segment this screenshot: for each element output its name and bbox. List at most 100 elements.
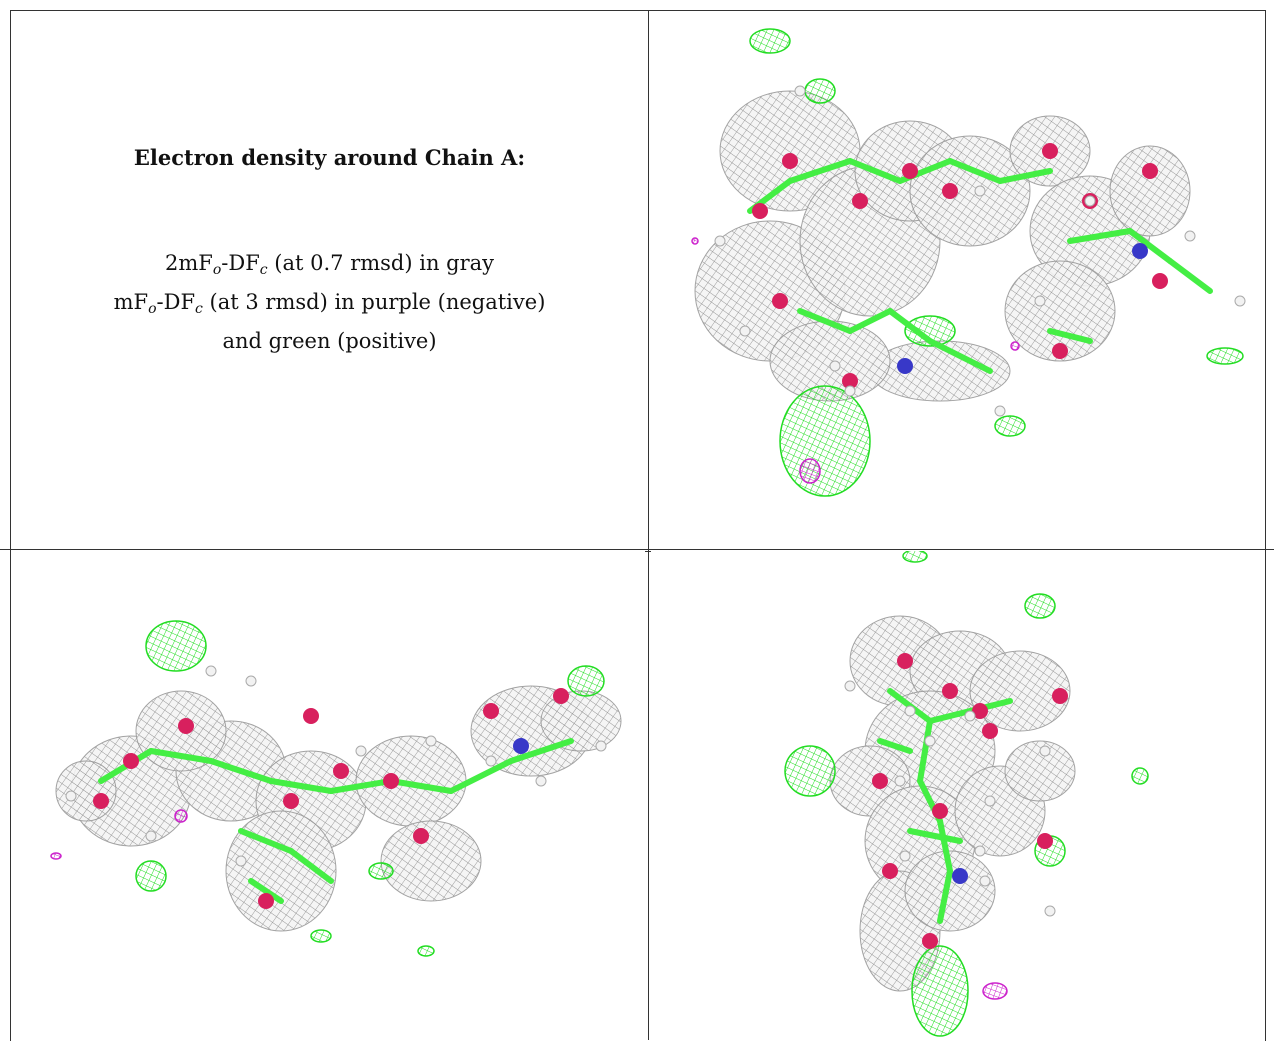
oxygen-atom — [942, 683, 958, 699]
positive-density-mesh — [904, 315, 956, 347]
oxygen-atom — [872, 773, 888, 789]
carbon-bond — [787, 158, 853, 184]
positive-density-mesh — [368, 862, 394, 880]
positive-density-mesh — [567, 665, 605, 697]
hydrogen-atom — [1034, 295, 1046, 307]
gray-density-mesh — [540, 690, 622, 752]
hydrogen-atom — [979, 875, 991, 887]
gray-density-mesh — [1004, 260, 1116, 362]
gray-density-mesh — [355, 735, 467, 827]
carbon-bond — [238, 828, 294, 854]
hydrogen-atom — [1234, 295, 1246, 307]
positive-density-mesh — [784, 745, 836, 797]
positive-density-mesh — [994, 415, 1026, 437]
oxygen-atom — [752, 203, 768, 219]
oxygen-atom — [1042, 143, 1058, 159]
nitrogen-atom — [1132, 243, 1148, 259]
carbon-bond — [1127, 228, 1173, 264]
positive-density-mesh — [1206, 347, 1244, 365]
carbon-bond — [937, 818, 953, 874]
density-view-top-right — [650, 11, 1264, 549]
carbon-bond — [288, 848, 334, 884]
gray-density-mesh — [55, 760, 117, 822]
gray-density-mesh — [969, 650, 1071, 732]
oxygen-atom — [842, 373, 858, 389]
positive-density-mesh — [911, 945, 969, 1037]
negative-density-mesh — [982, 982, 1008, 1000]
hydrogen-atom — [595, 740, 607, 752]
nitrogen-atom — [897, 358, 913, 374]
right-edge-tick — [1264, 549, 1274, 550]
carbon-bond — [847, 158, 903, 184]
gray-density-mesh — [1004, 740, 1076, 802]
negative-density-mesh — [1010, 341, 1020, 351]
left-edge-tick — [0, 549, 10, 550]
molecule-render-bottom-right — [784, 551, 1149, 1037]
oxygen-atom — [972, 703, 988, 719]
hydrogen-atom — [535, 775, 547, 787]
column-divider — [648, 10, 649, 1040]
carbon-bond — [917, 718, 933, 784]
oxygen-atom — [1052, 343, 1068, 359]
gray-density-mesh — [904, 850, 996, 932]
hydrogen-atom — [205, 665, 217, 677]
center-tick — [645, 551, 651, 552]
hydrogen-atom — [894, 775, 906, 787]
caption-line-fo-dfc: mFo-DFc (at 3 rmsd) in purple (negative) — [113, 290, 546, 317]
oxygen-atom — [932, 803, 948, 819]
density-view-bottom-right — [650, 551, 1264, 1040]
oxygen-atom — [413, 828, 429, 844]
molecule-render-top-right — [691, 28, 1246, 497]
oxygen-atom — [1037, 833, 1053, 849]
hydrogen-atom — [974, 845, 986, 857]
carbon-bond — [997, 168, 1053, 184]
oxygen-atom — [902, 163, 918, 179]
carbon-bond — [1067, 228, 1133, 244]
hydrogen-atom — [1184, 230, 1196, 242]
hydrogen-atom — [355, 745, 367, 757]
carbon-bond — [927, 708, 973, 724]
positive-density-mesh — [310, 929, 332, 943]
oxygen-atom — [772, 293, 788, 309]
oxygen-atom — [483, 703, 499, 719]
oxygen-atom — [383, 773, 399, 789]
negative-density-mesh — [691, 237, 699, 245]
carbon-bond — [927, 338, 993, 374]
carbon-bond — [388, 778, 454, 794]
hydrogen-atom — [899, 850, 911, 862]
carbon-bond — [907, 828, 963, 844]
caption-description: 2mFo-DFc (at 0.7 rmsd) in gray mFo-DFc (… — [11, 247, 648, 357]
oxygen-atom — [882, 863, 898, 879]
oxygen-atom — [303, 708, 319, 724]
hydrogen-atom — [844, 385, 856, 397]
hydrogen-atom — [485, 755, 497, 767]
negative-density-mesh — [50, 852, 62, 860]
carbon-bond — [328, 778, 394, 794]
gray-density-mesh — [380, 820, 482, 902]
oxygen-atom — [333, 763, 349, 779]
carbon-bond — [937, 868, 953, 924]
carbon-bond — [508, 738, 574, 764]
oxygen-atom — [178, 718, 194, 734]
caption-line-green: and green (positive) — [222, 329, 437, 353]
nitrogen-atom — [952, 868, 968, 884]
hydrogen-atom — [65, 790, 77, 802]
hydrogen-atom — [235, 855, 247, 867]
hydrogen-atom — [994, 405, 1006, 417]
hydrogen-atom — [984, 795, 996, 807]
positive-density-mesh — [1024, 593, 1056, 619]
hydrogen-atom — [714, 235, 726, 247]
hydrogen-atom — [964, 710, 976, 722]
oxygen-atom — [782, 153, 798, 169]
oxygen-atom — [1152, 273, 1168, 289]
carbon-bond — [148, 748, 214, 764]
hydrogen-atom — [974, 185, 986, 197]
carbon-bond — [877, 738, 913, 754]
caption-cell: Electron density around Chain A: 2mFo-DF… — [11, 11, 648, 549]
positive-density-mesh — [135, 860, 167, 892]
hydrogen-atom — [245, 675, 257, 687]
positive-density-mesh — [417, 945, 435, 957]
positive-density-mesh — [902, 551, 928, 563]
carbon-bond — [797, 308, 853, 334]
oxygen-atom — [258, 893, 274, 909]
